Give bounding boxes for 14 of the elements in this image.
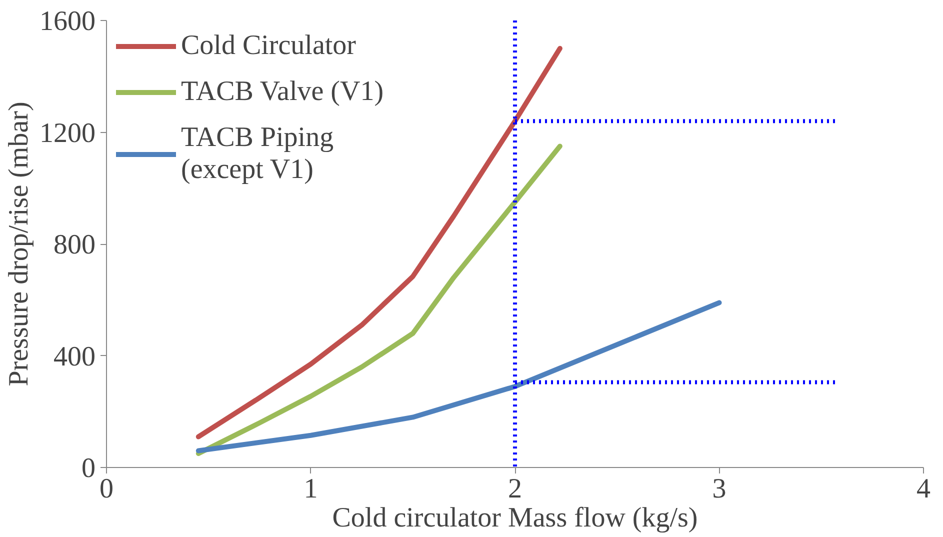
y-axis-title: Pressure drop/rise (mbar) [4, 102, 34, 386]
y-tick-label: 400 [54, 341, 96, 372]
x-tick-label: 2 [508, 474, 522, 504]
legend-label: TACB Valve (V1) [181, 76, 384, 108]
y-tick-label: 800 [54, 230, 96, 260]
x-tick-label: 1 [304, 474, 318, 504]
x-axis-title: Cold circulator Mass flow (kg/s) [332, 502, 698, 534]
legend-label: TACB Piping (except V1) [181, 122, 334, 186]
y-tick-label: 1200 [40, 118, 96, 149]
x-tick-label: 3 [712, 474, 726, 504]
y-tick-label: 0 [82, 453, 96, 484]
y-tick-label: 1600 [40, 6, 96, 37]
legend-label: Cold Circulator [181, 30, 356, 62]
x-tick-label: 4 [916, 474, 930, 504]
